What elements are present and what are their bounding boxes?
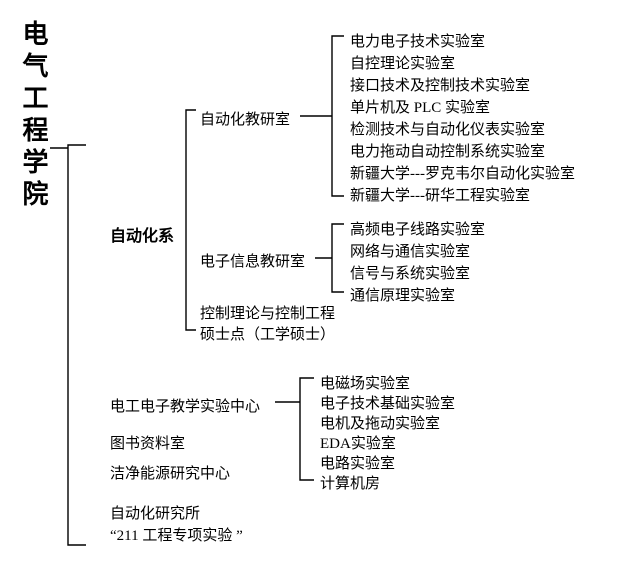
lab-mcu-plc: 单片机及 PLC 实验室 [350, 96, 490, 117]
root-title: 电气工程学院 [20, 20, 46, 212]
lab-detection: 检测技术与自动化仪表实验室 [350, 118, 545, 139]
lab-hf-circuit: 高频电子线路实验室 [350, 218, 485, 239]
lab-power-elec: 电力电子技术实验室 [350, 30, 485, 51]
library-room: 图书资料室 [110, 432, 185, 453]
lab-advantech: 新疆大学---研华工程实验室 [350, 184, 530, 205]
autoteach-bracket [332, 36, 344, 196]
automation-inst: 自动化研究所 [110, 502, 200, 523]
lab-interface: 接口技术及控制技术实验室 [350, 74, 530, 95]
lab-net-comm: 网络与通信实验室 [350, 240, 470, 261]
clean-energy-ctr: 洁净能源研究中心 [110, 462, 230, 483]
lab-circuit: 电路实验室 [320, 452, 395, 473]
lab-eda: EDA实验室 [320, 432, 396, 453]
project-211: “211 工程专项实验 ” [110, 524, 243, 545]
ee-teach-center: 电工电子教学实验中心 [110, 395, 260, 416]
lab-drag-ctrl: 电力拖动自动控制系统实验室 [350, 140, 545, 161]
automation-dept: 自动化系 [110, 222, 174, 246]
lab-computer: 计算机房 [320, 472, 380, 493]
root-bracket [68, 145, 86, 545]
lab-signal-sys: 信号与系统实验室 [350, 262, 470, 283]
lab-motor-drag: 电机及拖动实验室 [320, 412, 440, 433]
lab-comm-theory: 通信原理实验室 [350, 284, 455, 305]
lab-rockwell: 新疆大学---罗克韦尔自动化实验室 [350, 162, 575, 183]
eeec-bracket [300, 378, 314, 480]
autodept-bracket [186, 110, 196, 330]
lab-auto-ctrl: 自控理论实验室 [350, 52, 455, 73]
elecinfo-bracket [332, 224, 344, 292]
elec-info-office: 电子信息教研室 [200, 250, 305, 271]
ctrl-theory-masters: 控制理论与控制工程硕士点（工学硕士） [200, 302, 335, 344]
auto-teach-office: 自动化教研室 [200, 108, 290, 129]
bracket-svg [0, 0, 638, 583]
lab-elec-basics: 电子技术基础实验室 [320, 392, 455, 413]
lab-emf: 电磁场实验室 [320, 372, 410, 393]
